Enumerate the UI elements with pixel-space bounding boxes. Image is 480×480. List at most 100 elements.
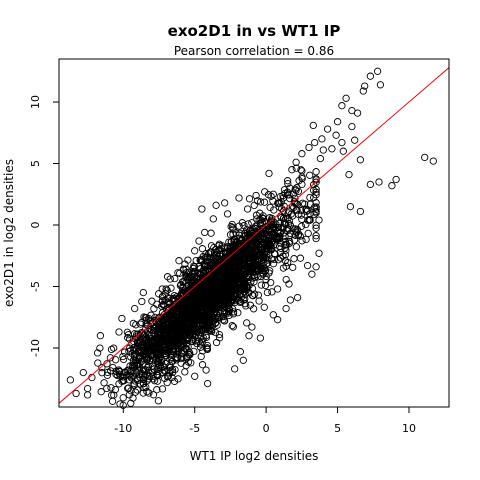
data-point (153, 371, 161, 379)
data-point (316, 154, 325, 163)
data-point (226, 244, 234, 253)
data-point (310, 210, 318, 219)
data-point (270, 255, 278, 264)
data-point (188, 298, 197, 307)
data-point (189, 280, 197, 288)
data-point (260, 258, 268, 267)
data-point (106, 354, 115, 362)
data-point (212, 318, 220, 326)
data-point (144, 353, 153, 362)
data-point (296, 232, 304, 240)
data-point (315, 249, 323, 257)
data-point (212, 310, 221, 318)
data-point (165, 328, 173, 336)
data-point (171, 319, 179, 328)
data-point (180, 287, 189, 295)
data-point (206, 248, 214, 256)
data-point (348, 122, 356, 131)
data-point (298, 150, 306, 158)
data-point (188, 314, 197, 322)
data-point (149, 391, 158, 399)
data-point (215, 330, 224, 339)
data-point (197, 352, 205, 361)
x-tick-label: -10 (114, 422, 132, 435)
data-point (221, 260, 229, 268)
data-point (312, 199, 320, 207)
data-point (244, 288, 253, 297)
data-point (256, 209, 264, 217)
data-point (197, 309, 205, 317)
data-point (282, 215, 290, 223)
data-point (289, 190, 298, 198)
data-point (171, 274, 179, 283)
data-point (251, 258, 260, 266)
data-point (139, 379, 147, 388)
data-point (421, 153, 429, 162)
data-point (132, 333, 140, 341)
data-point (183, 354, 191, 362)
data-point (279, 264, 288, 272)
data-point (222, 249, 230, 258)
data-point (231, 365, 239, 373)
data-point (184, 352, 192, 361)
data-point (351, 136, 359, 144)
data-point (239, 356, 247, 364)
data-point (197, 255, 206, 264)
data-point (203, 379, 212, 388)
data-point (323, 125, 332, 133)
data-point (198, 245, 207, 253)
data-point (179, 265, 187, 273)
data-point (291, 194, 299, 202)
data-point (168, 357, 177, 365)
data-point (183, 318, 191, 327)
data-point (162, 285, 170, 293)
data-point (366, 180, 375, 189)
data-point (136, 331, 144, 340)
data-point (226, 231, 235, 239)
data-point (138, 297, 146, 306)
data-point (241, 295, 249, 303)
data-point (259, 214, 267, 223)
data-point (160, 345, 168, 354)
data-point (200, 263, 209, 271)
data-point (125, 384, 133, 392)
data-point (107, 384, 115, 392)
data-point (222, 267, 231, 275)
data-point (262, 276, 270, 284)
data-point (143, 343, 151, 351)
data-point (328, 145, 336, 153)
data-point (158, 385, 167, 393)
data-point (233, 279, 241, 287)
data-point (180, 307, 188, 315)
data-point (306, 193, 314, 202)
data-point (262, 233, 271, 241)
data-point (292, 158, 300, 166)
data-point (214, 276, 222, 285)
data-point (290, 203, 298, 212)
data-point (185, 299, 194, 307)
data-point (280, 219, 288, 227)
data-point (226, 283, 235, 291)
data-point (302, 205, 310, 213)
data-point (271, 250, 279, 258)
data-point (189, 337, 197, 346)
data-point (312, 203, 320, 211)
data-point (147, 319, 155, 328)
data-point (288, 202, 297, 211)
data-point (285, 239, 294, 248)
data-point (287, 210, 295, 218)
data-point (143, 388, 151, 396)
data-point (215, 282, 223, 290)
data-point (298, 180, 306, 189)
data-point (220, 302, 229, 310)
data-point (236, 270, 245, 278)
data-point (179, 346, 187, 354)
data-point (244, 247, 252, 256)
y-tick-label: -5 (29, 281, 42, 292)
data-point (310, 180, 318, 189)
data-point (247, 267, 255, 276)
data-point (103, 360, 111, 368)
data-point (289, 225, 297, 233)
data-point (154, 357, 162, 365)
